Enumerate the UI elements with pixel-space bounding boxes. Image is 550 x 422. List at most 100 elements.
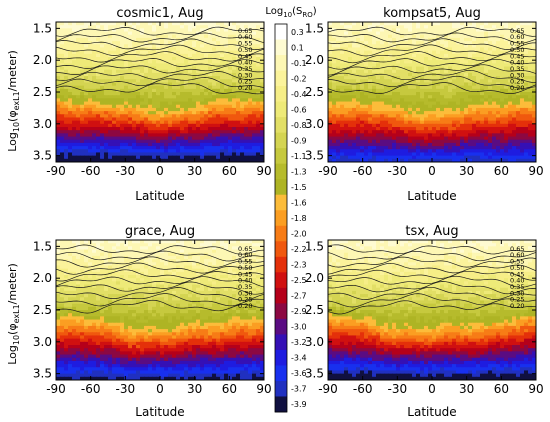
heatmap-cell <box>456 95 461 99</box>
heatmap-cell <box>256 249 261 254</box>
heatmap-cell <box>468 133 473 138</box>
heatmap-cell <box>424 69 429 74</box>
heatmap-cell <box>176 60 181 64</box>
heatmap-cell <box>144 240 149 244</box>
heatmap-cell <box>464 88 469 93</box>
heatmap-cell <box>508 50 513 55</box>
heatmap-cell <box>68 255 73 260</box>
heatmap-cell <box>460 120 465 125</box>
heatmap-cell <box>528 57 533 61</box>
heatmap-cell <box>520 158 525 162</box>
heatmap-cell <box>460 28 465 33</box>
heatmap-cell <box>72 117 77 122</box>
heatmap-cell <box>120 240 125 244</box>
heatmap-cell <box>504 82 509 87</box>
heatmap-cell <box>152 123 157 128</box>
heatmap-cell <box>476 72 481 77</box>
heatmap-cell <box>452 79 457 84</box>
heatmap-cell <box>516 60 521 64</box>
heatmap-cell <box>196 130 201 134</box>
heatmap-cell <box>188 158 193 162</box>
heatmap-cell <box>180 79 185 84</box>
heatmap-cell <box>388 82 393 87</box>
heatmap-cell <box>68 127 73 131</box>
heatmap-cell <box>368 57 373 61</box>
heatmap-cell <box>260 130 264 134</box>
heatmap-cell <box>64 130 69 134</box>
heatmap-cell <box>496 130 501 134</box>
heatmap-cell <box>524 22 529 26</box>
heatmap-cell <box>328 69 333 74</box>
heatmap-cell <box>400 85 405 90</box>
heatmap-cell <box>408 34 413 39</box>
heatmap-cell <box>64 146 69 150</box>
heatmap-cell <box>180 31 185 36</box>
heatmap-cell <box>472 149 477 154</box>
heatmap-cell <box>76 255 81 260</box>
heatmap-cell <box>452 120 457 125</box>
heatmap-cell <box>112 82 117 87</box>
heatmap-cell <box>100 149 105 154</box>
heatmap-cell <box>80 120 85 125</box>
heatmap-cell <box>512 146 517 150</box>
heatmap-cell <box>100 37 105 42</box>
heatmap-cell <box>208 44 213 49</box>
heatmap-cell <box>112 95 117 99</box>
heatmap-cell <box>188 127 193 131</box>
heatmap-cell <box>416 28 421 33</box>
heatmap-cell <box>168 72 173 77</box>
heatmap-cell <box>180 28 185 33</box>
panels: 0.650.600.550.500.450.400.350.300.250.20… <box>33 6 544 396</box>
heatmap-cell <box>76 142 81 147</box>
heatmap-cell <box>488 92 493 96</box>
heatmap-cell <box>160 63 165 68</box>
heatmap-cell <box>192 85 197 90</box>
heatmap-cell <box>108 63 113 68</box>
heatmap-cell <box>240 66 245 71</box>
heatmap-cell <box>400 22 405 26</box>
heatmap-cell <box>224 158 229 162</box>
heatmap-cell <box>144 85 149 90</box>
heatmap-cell <box>388 63 393 68</box>
heatmap-cell <box>176 50 181 55</box>
heatmap-cell <box>340 22 345 26</box>
heatmap-cell <box>232 72 237 77</box>
heatmap-cell <box>192 92 197 96</box>
heatmap-cell <box>428 158 433 162</box>
heatmap-cell <box>440 133 445 138</box>
heatmap-cell <box>448 149 453 154</box>
heatmap-cell <box>156 149 161 154</box>
heatmap-cell <box>216 152 221 157</box>
heatmap-cell <box>64 95 69 99</box>
heatmap-cell <box>476 130 481 134</box>
heatmap-cell <box>252 158 257 162</box>
heatmap-cell <box>176 111 181 115</box>
heatmap-cell <box>224 37 229 42</box>
heatmap-cell <box>176 72 181 77</box>
heatmap-cell <box>460 117 465 122</box>
heatmap-cell <box>72 123 77 128</box>
heatmap-cell <box>396 146 401 150</box>
heatmap-cell <box>368 149 373 154</box>
heatmap-cell <box>404 127 409 131</box>
heatmap-cell <box>388 79 393 84</box>
heatmap-cell <box>96 255 101 260</box>
heatmap-cell <box>200 98 205 103</box>
heatmap-cell <box>412 142 417 147</box>
heatmap-cell <box>388 25 393 29</box>
heatmap-cell <box>412 53 417 58</box>
heatmap-cell <box>72 240 77 244</box>
heatmap-cell <box>120 252 125 257</box>
heatmap-cell <box>512 111 517 115</box>
heatmap-cell <box>56 44 61 49</box>
heatmap-cell <box>244 158 249 162</box>
heatmap-cell <box>60 22 65 26</box>
heatmap-cell <box>260 50 264 55</box>
heatmap-cell <box>444 107 449 112</box>
heatmap-cell <box>236 117 241 122</box>
heatmap-cell <box>352 158 357 162</box>
heatmap-cell <box>224 85 229 90</box>
heatmap-cell <box>528 88 533 93</box>
heatmap-cell <box>372 155 377 160</box>
heatmap-cell <box>168 117 173 122</box>
